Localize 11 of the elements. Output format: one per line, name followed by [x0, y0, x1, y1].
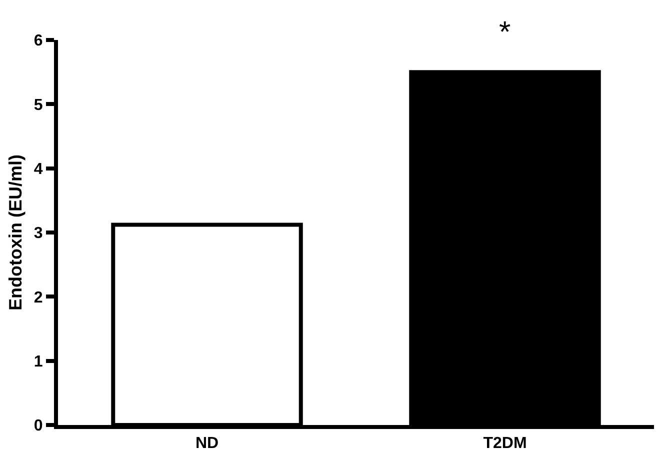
x-tick-label: T2DM — [483, 435, 527, 452]
y-tick-label: 4 — [34, 160, 43, 178]
x-tick-label: ND — [195, 435, 219, 452]
y-tick-label: 0 — [34, 418, 43, 435]
y-tick-label: 6 — [34, 32, 43, 50]
annotation: * — [499, 16, 511, 49]
y-tick-label: 2 — [34, 289, 43, 306]
y-tick-label: 3 — [34, 225, 43, 242]
y-tick-label: 5 — [34, 96, 43, 114]
y-axis-title: Endotoxin (EU/ml) — [6, 154, 26, 310]
y-tick-label: 1 — [34, 353, 43, 370]
